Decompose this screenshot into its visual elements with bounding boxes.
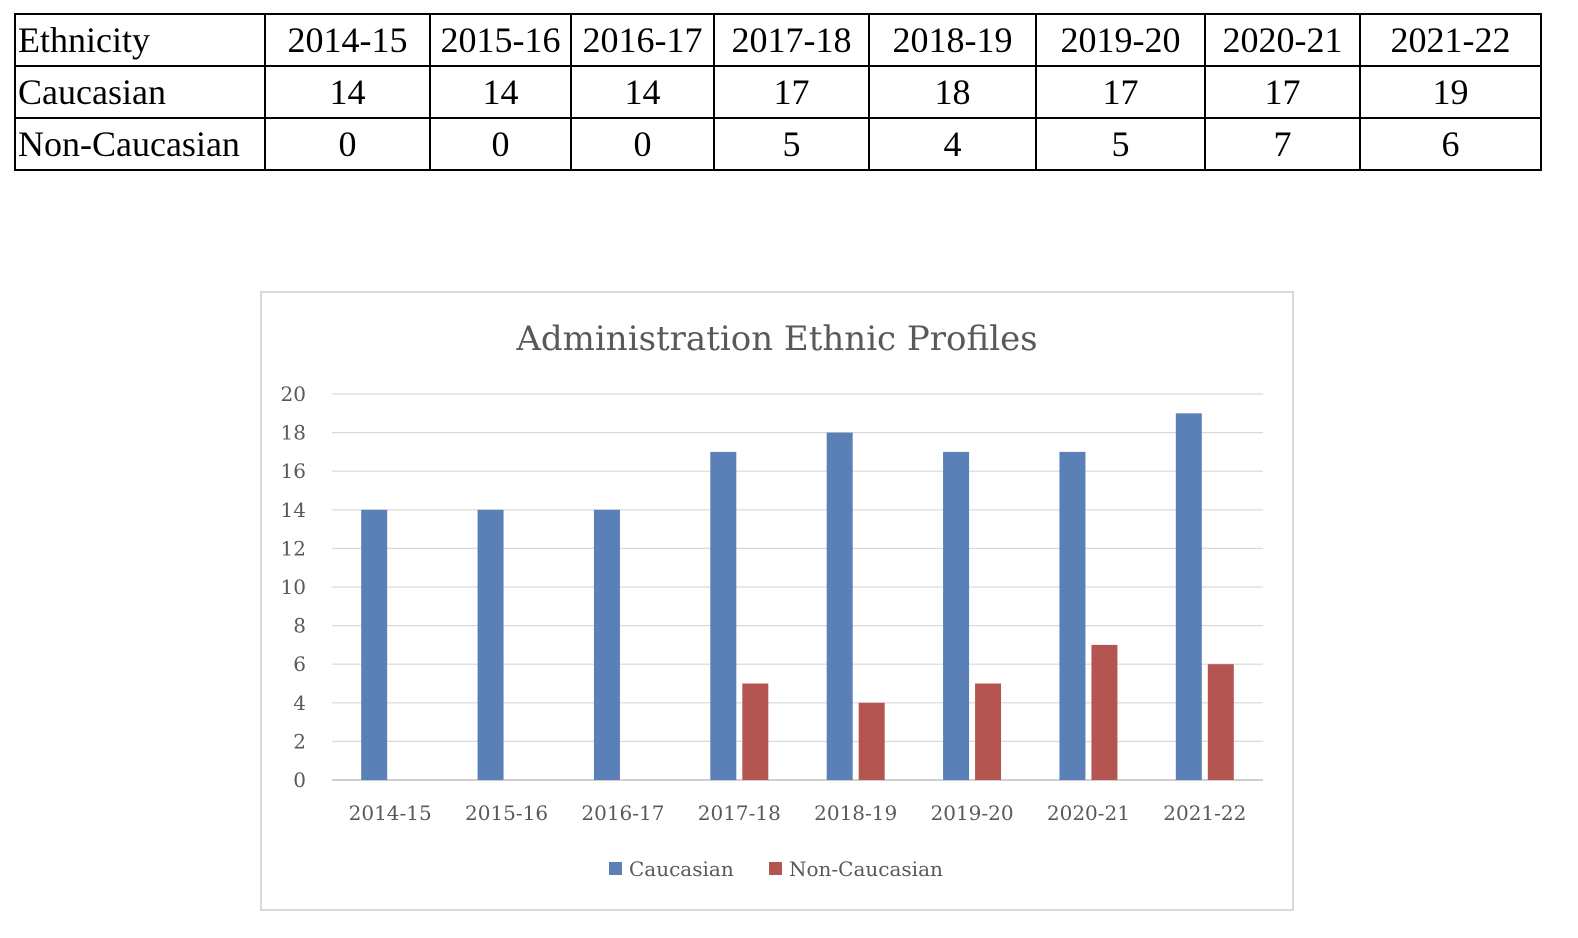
y-tick-label: 16 — [281, 459, 306, 483]
table-header-row: Ethnicity 2014-15 2015-16 2016-17 2017-1… — [14, 13, 1542, 67]
gridlines — [332, 393, 1263, 781]
legend-label: Non-Caucasian — [789, 857, 943, 881]
x-tick-label: 2014-15 — [349, 801, 432, 825]
y-axis-ticks: 0 2 4 6 8 10 12 14 16 18 20 — [281, 382, 306, 792]
table-cell: 4 — [868, 117, 1037, 171]
table-row: Caucasian 14 14 14 17 18 17 17 19 — [14, 65, 1542, 119]
table-cell: 5 — [1035, 117, 1206, 171]
table-header-cell: 2016-17 — [570, 13, 715, 67]
bar-caucasian-2015-16 — [477, 509, 504, 780]
table-row: Non-Caucasian 0 0 0 5 4 5 7 6 — [14, 117, 1542, 171]
table-header-cell: 2014-15 — [264, 13, 431, 67]
x-tick-label: 2020-21 — [1047, 801, 1130, 825]
table-cell: 14 — [264, 65, 431, 119]
bar-non-caucasian-2019-20 — [975, 683, 1002, 780]
table-cell: 17 — [713, 65, 870, 119]
table-cell: 0 — [429, 117, 572, 171]
table-row-label: Non-Caucasian — [14, 117, 266, 171]
table-cell: 14 — [570, 65, 715, 119]
table-cell: 18 — [868, 65, 1037, 119]
bar-caucasian-2017-18 — [710, 451, 737, 780]
x-axis-ticks: 2014-15 2015-16 2016-17 2017-18 2018-19 2019-… — [349, 801, 1247, 825]
table-header-cell: 2015-16 — [429, 13, 572, 67]
bar-non-caucasian-2017-18 — [742, 683, 769, 780]
table-header-cell: 2019-20 — [1035, 13, 1206, 67]
y-tick-label: 18 — [281, 421, 306, 445]
y-tick-label: 12 — [281, 536, 306, 560]
chart-title: Administration Ethnic Profiles — [515, 319, 1037, 359]
y-tick-label: 2 — [293, 729, 306, 753]
y-tick-label: 4 — [293, 691, 306, 715]
x-tick-label: 2017-18 — [698, 801, 781, 825]
table-cell: 7 — [1204, 117, 1361, 171]
legend: Caucasian Non-Caucasian — [609, 857, 943, 881]
table-cell: 0 — [264, 117, 431, 171]
x-tick-label: 2016-17 — [581, 801, 664, 825]
table-cell: 19 — [1359, 65, 1542, 119]
table-header-cell: 2020-21 — [1204, 13, 1361, 67]
legend-swatch — [769, 862, 782, 875]
bar-caucasian-2016-17 — [593, 509, 620, 780]
bar-chart: Administration Ethnic Profiles 0 2 4 6 8 10 12… — [281, 319, 1263, 881]
y-tick-label: 10 — [281, 575, 306, 599]
table-header-cell: 2018-19 — [868, 13, 1037, 67]
y-tick-label: 0 — [293, 768, 306, 792]
y-tick-label: 14 — [281, 498, 306, 522]
x-tick-label: 2015-16 — [465, 801, 548, 825]
table-header-cell: 2021-22 — [1359, 13, 1542, 67]
y-tick-label: 20 — [281, 382, 306, 406]
y-tick-label: 8 — [293, 614, 306, 638]
bar-non-caucasian-2020-21 — [1091, 644, 1118, 780]
bar-caucasian-2019-20 — [943, 451, 970, 780]
table-cell: 14 — [429, 65, 572, 119]
table-header-cell: Ethnicity — [14, 13, 266, 67]
bar-caucasian-2020-21 — [1059, 451, 1086, 780]
table-cell: 17 — [1204, 65, 1361, 119]
table-cell: 0 — [570, 117, 715, 171]
bars — [361, 413, 1234, 780]
bar-non-caucasian-2018-19 — [858, 702, 885, 780]
x-tick-label: 2018-19 — [814, 801, 897, 825]
legend-label: Caucasian — [629, 857, 734, 881]
table-cell: 5 — [713, 117, 870, 171]
table-header-cell: 2017-18 — [713, 13, 870, 67]
bar-caucasian-2014-15 — [361, 509, 388, 780]
y-tick-label: 6 — [293, 652, 306, 676]
bar-caucasian-2021-22 — [1175, 413, 1202, 780]
bar-non-caucasian-2021-22 — [1207, 664, 1234, 780]
table-cell: 6 — [1359, 117, 1542, 171]
bar-caucasian-2018-19 — [826, 432, 853, 780]
table-row-label: Caucasian — [14, 65, 266, 119]
chart-container: Administration Ethnic Profiles 0 2 4 6 8 10 12… — [260, 291, 1294, 911]
ethnicity-table: Ethnicity 2014-15 2015-16 2016-17 2017-1… — [14, 13, 1542, 171]
table-cell: 17 — [1035, 65, 1206, 119]
x-tick-label: 2019-20 — [931, 801, 1014, 825]
x-tick-label: 2021-22 — [1163, 801, 1246, 825]
legend-swatch — [609, 862, 622, 875]
